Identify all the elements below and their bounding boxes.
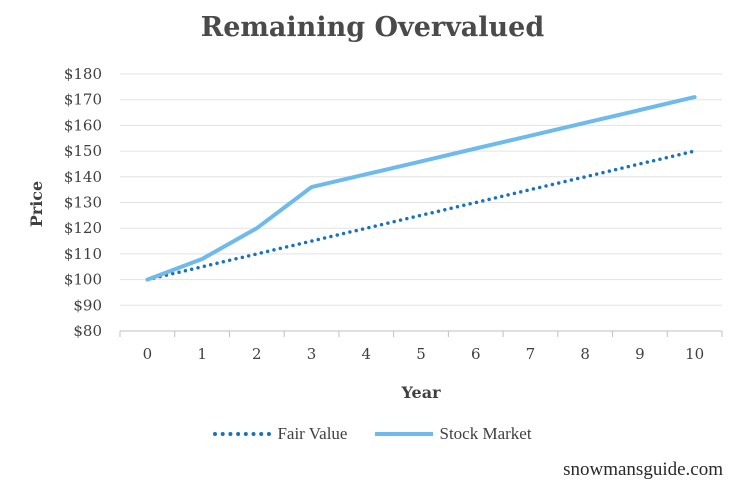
x-tick-label: 3 bbox=[307, 345, 317, 363]
legend: Fair Value Stock Market bbox=[0, 424, 745, 444]
legend-swatch-fair-value bbox=[213, 432, 272, 436]
legend-label-fair-value: Fair Value bbox=[277, 424, 348, 443]
x-axis-title: Year bbox=[400, 383, 441, 402]
y-tick-label: $100 bbox=[64, 271, 102, 289]
legend-item-fair-value: Fair Value bbox=[213, 424, 347, 444]
y-tick-label: $120 bbox=[64, 219, 102, 237]
y-axis-title: Price bbox=[27, 181, 46, 227]
x-tick-label: 2 bbox=[252, 345, 262, 363]
axes bbox=[119, 330, 723, 337]
x-tick-label: 0 bbox=[143, 345, 153, 363]
legend-label-stock-market: Stock Market bbox=[439, 424, 532, 443]
x-tick-label: 1 bbox=[197, 345, 207, 363]
y-tick-label: $160 bbox=[64, 116, 102, 134]
x-tick-label: 10 bbox=[685, 345, 704, 363]
y-tick-label: $180 bbox=[64, 65, 102, 83]
y-tick-label: $170 bbox=[64, 91, 102, 109]
y-tick-labels: $80 $90 $100 $110 $120 $130 $140 $150 $160 $170 $1… bbox=[64, 65, 102, 340]
gridlines bbox=[120, 73, 722, 306]
x-tick-label: 7 bbox=[526, 345, 536, 363]
series-line-stock-market bbox=[145, 95, 697, 282]
y-tick-label: $130 bbox=[64, 194, 102, 212]
y-tick-label: $150 bbox=[64, 142, 102, 160]
y-tick-label: $110 bbox=[64, 245, 102, 263]
x-tick-labels: 0 1 2 3 4 5 6 7 8 9 10 bbox=[143, 345, 705, 363]
series-line-fair-value bbox=[145, 149, 697, 282]
legend-item-stock-market: Stock Market bbox=[375, 424, 532, 444]
x-tick-label: 4 bbox=[361, 345, 371, 363]
y-tick-label: $90 bbox=[73, 296, 102, 314]
x-tick-label: 9 bbox=[635, 345, 645, 363]
x-tick-label: 8 bbox=[580, 345, 590, 363]
series-lines bbox=[145, 95, 697, 282]
legend-swatch-stock-market bbox=[375, 432, 434, 436]
chart-title: Remaining Overvalued bbox=[200, 12, 545, 43]
x-tick-label: 5 bbox=[416, 345, 426, 363]
y-tick-label: $140 bbox=[64, 168, 102, 186]
y-tick-label: $80 bbox=[73, 322, 102, 340]
x-tick-label: 6 bbox=[471, 345, 481, 363]
watermark: snowmansguide.com bbox=[563, 459, 723, 480]
